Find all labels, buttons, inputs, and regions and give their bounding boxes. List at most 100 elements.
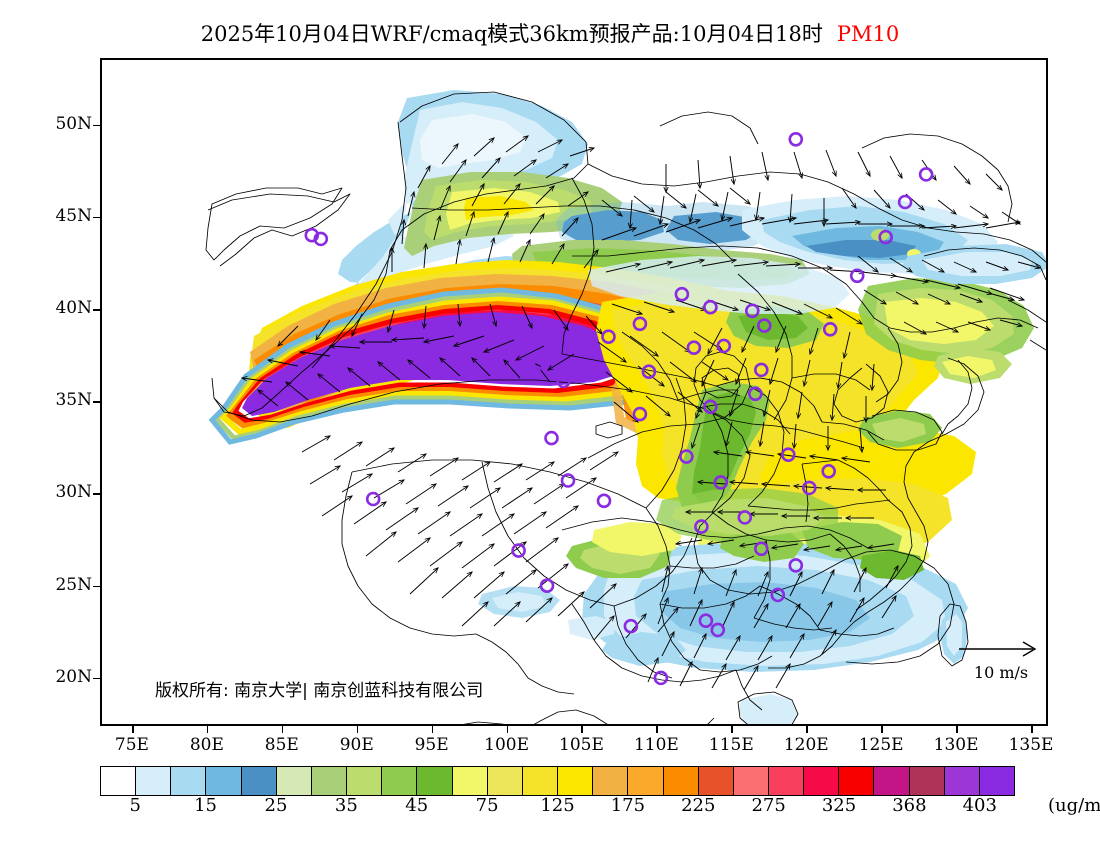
wind-scale-label: 10 m/s [973,663,1029,682]
latitude-tick-mark [93,677,100,680]
longitude-tick-mark [656,726,658,733]
longitude-tick-mark [1031,726,1033,733]
station-marker [753,362,769,378]
colorbar-tick-labels: (ug/m3) 5 15 25 35 45 75 125 175 225 275 325 368 403 [100,795,1100,819]
latitude-tick-mark [93,124,100,127]
longitude-tick-125E: 125E [858,735,904,755]
station-marker [304,227,320,243]
latitude-tick-40N: 40N [55,298,92,318]
station-marker [753,541,769,557]
latitude-tick-mark [93,401,100,403]
longitude-tick-115E: 115E [708,735,754,755]
colorbar-cell-20 [804,767,840,795]
colorbar-tick-25: 25 [264,795,288,816]
station-marker [770,587,786,603]
latitude-tick-mark [93,493,100,496]
colorbar-cell-2 [171,767,207,795]
colorbar-cell-25 [979,767,1015,795]
wind-vector-field [242,136,1040,691]
colorbar-cell-6 [311,767,348,795]
longitude-tick-80E: 80E [189,735,224,755]
colorbar-cell-3 [206,767,242,795]
longitude-tick-mark [731,726,733,733]
station-marker [694,519,709,534]
station-marker [703,399,718,415]
colorbar-cell-18 [733,767,769,795]
station-marker [780,447,796,463]
title-species-label: PM10 [836,22,900,46]
station-marker [801,480,817,496]
colorbar-cell-7 [347,767,383,795]
colorbar-tick-175: 175 [610,795,646,816]
longitude-tick-105E: 105E [559,735,604,755]
colorbar-cell-12 [522,767,559,795]
colorbar-tick-15: 15 [194,795,218,816]
map-borders [205,91,1046,724]
longitude-tick-mark [131,726,134,733]
longitude-tick-mark [581,726,584,733]
longitude-tick-85E: 85E [264,735,299,755]
colorbar-cell-1 [136,767,172,795]
station-marker [897,194,913,210]
colorbar-tick-403: 403 [962,795,997,816]
longitude-tick-95E: 95E [414,735,449,755]
station-marker [526,364,541,380]
colorbar-cell-17 [698,767,734,795]
station-marker [747,386,763,402]
wind-scale-legend: 10 m/s [955,640,1047,682]
pm10-concentration-contours [208,90,1046,724]
station-marker [756,318,772,333]
station-marker [788,558,804,573]
station-marker [878,229,894,245]
station-marker [653,670,669,686]
longitude-tick-mark [431,726,434,733]
page-title: 2025年10月04日WRF/cmaq模式36km预报产品:10月04日18时 P… [0,18,1100,48]
colorbar-cell-0 [101,767,137,795]
colorbar-tick-5: 5 [129,795,141,816]
latitude-tick-50N: 50N [55,113,92,134]
station-marker [698,613,714,629]
latitude-tick-20N: 20N [55,666,92,687]
longitude-tick-mark [806,726,808,733]
station-marker [686,340,702,356]
concentration-map-svg [205,90,1046,724]
station-marker [918,167,934,182]
colorbar-cell-10 [452,767,488,795]
station-marker [596,493,612,509]
latitude-tick-25N: 25N [55,574,92,595]
longitude-tick-75E: 75E [114,735,149,755]
colorbar-cell-15 [628,767,664,795]
colorbar-tick-275: 275 [751,795,786,816]
colorbar-tick-125: 125 [540,795,575,816]
colorbar-units-label: (ug/m3) [1048,795,1100,816]
colorbar-cell-19 [768,767,805,795]
station-marker [641,364,657,380]
colorbar-swatches [100,766,1015,796]
station-marker [713,475,729,490]
station-marker [632,406,648,422]
colorbar-cell-24 [944,767,980,795]
station-marker [623,618,639,634]
station-marker [679,449,694,464]
colorbar-cell-21 [839,767,875,795]
longitude-tick-mark [206,726,209,733]
station-marker [716,338,732,354]
latitude-tick-35N: 35N [55,390,92,411]
colorbar-tick-75: 75 [475,795,499,816]
colorbar-cell-5 [276,767,312,795]
longitude-tick-130E: 130E [933,735,979,755]
colorbar-tick-325: 325 [821,795,857,816]
map-plot-area [100,58,1048,726]
station-marker [674,286,690,302]
longitude-tick-mark [881,726,883,733]
latitude-tick-30N: 30N [55,482,92,503]
station-marker [788,132,804,147]
latitude-tick-mark [93,216,100,219]
colorbar-tick-35: 35 [334,795,358,816]
station-marker [365,491,381,507]
longitude-tick-mark [356,726,359,733]
colorbar-cell-8 [382,767,418,795]
longitude-tick-120E: 120E [783,735,829,755]
city-station-markers [304,132,934,686]
